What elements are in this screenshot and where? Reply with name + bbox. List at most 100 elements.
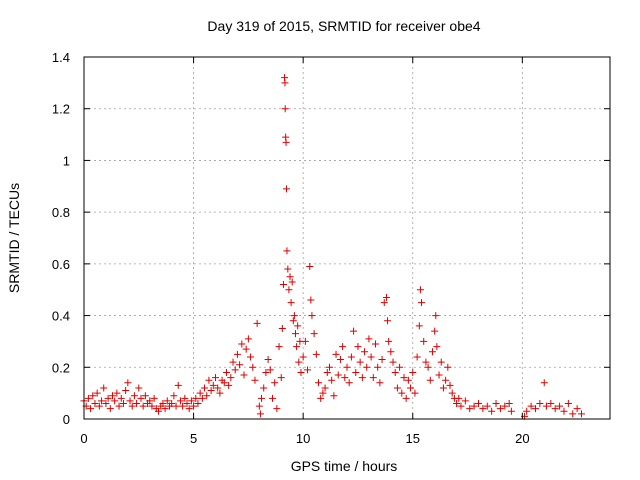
- data-point: [341, 374, 349, 382]
- data-point: [159, 399, 167, 407]
- data-point: [339, 343, 347, 351]
- data-point: [104, 394, 112, 402]
- data-point: [201, 384, 209, 392]
- data-point: [432, 312, 440, 320]
- data-point: [444, 363, 452, 371]
- data-point: [523, 407, 531, 415]
- data-point: [531, 405, 539, 413]
- data-point: [236, 361, 244, 369]
- data-point: [294, 322, 302, 330]
- data-point: [374, 363, 382, 371]
- data-point: [455, 394, 463, 402]
- data-point: [168, 399, 176, 407]
- data-point: [214, 384, 222, 392]
- data-point: [363, 363, 371, 371]
- data-point: [409, 368, 417, 376]
- data-point: [428, 348, 436, 356]
- data-point: [323, 368, 331, 376]
- x-tick-label: 20: [515, 431, 529, 446]
- data-point: [307, 296, 315, 304]
- data-point: [371, 340, 379, 348]
- data-point: [119, 399, 127, 407]
- data-point: [334, 371, 342, 379]
- data-point: [330, 392, 338, 400]
- data-point: [483, 402, 491, 410]
- data-point: [306, 262, 314, 270]
- data-point: [293, 343, 301, 351]
- data-point: [453, 399, 461, 407]
- data-point: [376, 379, 384, 387]
- data-point: [328, 376, 336, 384]
- data-point: [284, 265, 292, 273]
- data-point: [227, 374, 235, 382]
- data-point: [181, 394, 189, 402]
- data-point: [255, 402, 263, 410]
- data-point: [385, 337, 393, 345]
- y-axis-label: SRMTID / TECUs: [6, 183, 22, 293]
- data-point: [113, 389, 121, 397]
- data-point: [137, 394, 145, 402]
- data-point: [124, 379, 132, 387]
- data-point: [291, 330, 299, 338]
- x-tick-label: 5: [190, 431, 197, 446]
- data-point: [416, 286, 424, 294]
- data-point: [194, 399, 202, 407]
- data-point: [527, 402, 535, 410]
- data-point: [439, 384, 447, 392]
- data-point: [578, 410, 586, 418]
- data-point: [220, 379, 228, 387]
- data-point: [251, 376, 259, 384]
- data-point: [174, 381, 182, 389]
- data-point: [229, 358, 237, 366]
- data-point: [295, 358, 303, 366]
- data-point: [426, 376, 434, 384]
- data-point: [431, 327, 439, 335]
- data-point: [183, 399, 191, 407]
- data-point: [249, 363, 257, 371]
- data-point: [205, 376, 213, 384]
- data-point: [196, 389, 204, 397]
- data-point: [126, 397, 134, 405]
- data-point: [185, 405, 193, 413]
- data-point: [286, 273, 294, 281]
- data-point: [258, 394, 266, 402]
- data-point: [433, 343, 441, 351]
- data-point: [332, 350, 340, 358]
- data-point: [308, 312, 316, 320]
- data-point: [122, 387, 130, 395]
- data-point: [233, 350, 241, 358]
- data-point: [358, 374, 366, 382]
- data-point: [475, 399, 482, 407]
- data-points: [80, 74, 586, 420]
- data-point: [283, 247, 291, 255]
- data-point: [415, 322, 423, 330]
- data-point: [273, 405, 281, 413]
- data-point: [275, 343, 283, 351]
- data-point: [240, 371, 248, 379]
- data-point: [282, 138, 290, 146]
- data-point: [321, 384, 329, 392]
- data-point: [130, 392, 138, 400]
- data-point: [290, 312, 298, 320]
- data-point: [413, 353, 421, 361]
- data-point: [560, 407, 568, 415]
- data-point: [437, 358, 445, 366]
- y-tick-label: 0: [63, 412, 70, 427]
- data-point: [161, 405, 169, 413]
- data-point: [361, 348, 369, 356]
- data-point: [382, 293, 390, 301]
- data-point: [106, 405, 114, 413]
- data-point: [281, 105, 289, 113]
- data-point: [345, 379, 353, 387]
- data-point: [446, 381, 454, 389]
- data-point: [225, 381, 233, 389]
- data-point: [190, 402, 198, 410]
- data-point: [111, 397, 119, 405]
- axis-ticks: 0 5 10 15 20 0 0.2 0.4 0.6 0.8 1 1.2 1.4: [52, 50, 610, 446]
- y-tick-label: 1.2: [52, 102, 70, 117]
- y-tick-label: 1: [63, 153, 70, 168]
- data-point: [297, 368, 305, 376]
- data-point: [93, 389, 101, 397]
- data-point: [352, 368, 360, 376]
